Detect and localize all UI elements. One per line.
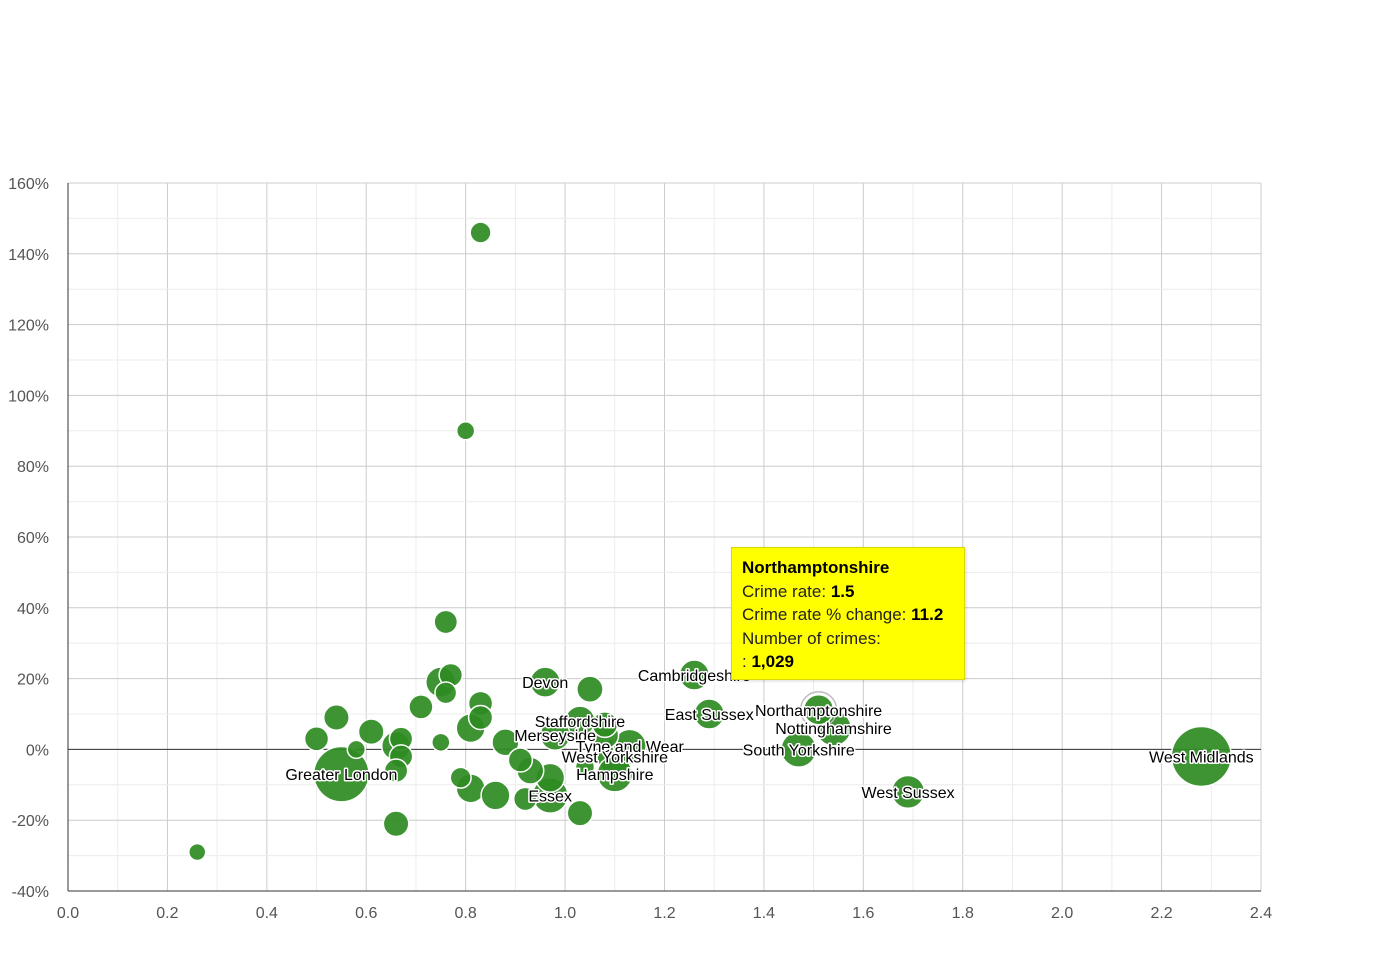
axes xyxy=(67,183,1261,892)
x-tick-label: 1.0 xyxy=(554,905,576,922)
bubble xyxy=(346,739,367,760)
x-tick-label: 0.0 xyxy=(57,905,79,922)
bubble xyxy=(469,221,492,244)
y-tick-label: 60% xyxy=(17,530,49,547)
tick-labels: 0.0 0.2 0.4 0.6 0.8 1.0 1.2 1.4 1.6 1.8 2.0 2.2 2.4 -… xyxy=(8,176,1272,922)
tooltip-count-label: Number of crimes: xyxy=(742,628,881,648)
bubble xyxy=(574,756,596,778)
bubble xyxy=(1170,725,1233,788)
bubble xyxy=(596,755,634,793)
bubble xyxy=(312,745,370,803)
bubble-label: Tyne and Wear xyxy=(576,739,685,756)
bubble xyxy=(322,704,350,732)
bubble-label: Merseyside xyxy=(514,728,596,745)
bubble-label: East Sussex xyxy=(665,707,754,724)
x-tick-label: 1.2 xyxy=(653,905,675,922)
bubble xyxy=(693,698,725,730)
bubbles xyxy=(188,221,1233,862)
tooltip-title: Northamptonshire xyxy=(742,558,890,577)
x-tick-label: 2.2 xyxy=(1150,905,1172,922)
y-tick-label: 120% xyxy=(8,318,49,335)
y-tick-label: 20% xyxy=(17,672,49,689)
bubble xyxy=(512,786,538,812)
y-tick-label: 100% xyxy=(8,388,49,405)
bubble xyxy=(507,747,534,773)
bubble-label: Hampshire xyxy=(576,767,653,784)
x-tick-label: 2.0 xyxy=(1051,905,1073,922)
bubble xyxy=(408,694,434,720)
tooltip-count-prefix: : xyxy=(742,652,747,671)
bubble xyxy=(383,758,409,784)
bubble xyxy=(382,810,410,838)
bubble xyxy=(455,421,476,441)
y-tick-label: -20% xyxy=(12,813,49,830)
x-tick-label: 0.8 xyxy=(455,905,477,922)
bubble xyxy=(566,799,594,827)
x-tick-label: 0.2 xyxy=(156,905,178,922)
gridlines xyxy=(67,182,1262,892)
y-tick-label: 140% xyxy=(8,247,49,264)
bubble xyxy=(591,711,619,739)
bubble xyxy=(529,666,561,698)
bubble-highlight-ring xyxy=(799,691,838,729)
bubble-labels: West Midlands Greater London West Sussex So… xyxy=(284,667,1255,807)
tooltip-change-value: 11.2 xyxy=(911,605,944,624)
bubble-label: Devon xyxy=(522,675,568,692)
bubble xyxy=(480,780,511,811)
bubble xyxy=(357,718,385,746)
bubble-label: West Midlands xyxy=(1149,749,1254,766)
bubble-label: Greater London xyxy=(285,767,397,784)
bubble-label: South Yorkshire xyxy=(743,742,855,759)
bubble-label: West Sussex xyxy=(862,785,955,802)
y-tick-label: 160% xyxy=(8,176,49,193)
bubble xyxy=(780,730,818,768)
tooltip-rate-value: 1.5 xyxy=(830,581,855,601)
bubble xyxy=(576,675,604,704)
bubble xyxy=(491,728,520,757)
tooltip-rate-label: Crime rate: xyxy=(742,581,827,601)
bubble-label: Essex xyxy=(528,788,572,805)
x-tick-label: 1.8 xyxy=(952,905,974,922)
x-tick-label: 0.4 xyxy=(256,905,278,922)
bubble xyxy=(802,694,835,726)
bubble-label: West Yorkshire xyxy=(562,749,669,766)
tooltip-rate-row: Crime rate: 1.5 xyxy=(742,580,954,604)
y-tick-label: 0% xyxy=(26,742,49,759)
tooltip-count-row: : 1,029 xyxy=(742,650,954,674)
y-tick-label: -40% xyxy=(12,884,49,901)
bubble xyxy=(433,609,459,635)
tooltip: Northamptonshire Crime rate: 1.5 Crime r… xyxy=(731,547,965,680)
bubble-label: Nottinghamshire xyxy=(775,721,892,738)
y-tick-label: 80% xyxy=(17,459,49,476)
bubble xyxy=(467,704,494,731)
bubble-label: Northamptonshire xyxy=(755,703,882,720)
bubble xyxy=(539,719,571,751)
x-tick-label: 0.6 xyxy=(355,905,377,922)
y-tick-label: 40% xyxy=(17,601,49,618)
bubble xyxy=(303,726,330,752)
tooltip-count-value: 1,029 xyxy=(751,652,795,671)
bubble xyxy=(449,766,472,789)
bubble xyxy=(188,842,207,862)
bubble-label: Cambridgeshire xyxy=(638,668,751,685)
x-tick-label: 1.6 xyxy=(852,905,874,922)
bubble xyxy=(431,732,451,753)
bubble xyxy=(890,774,926,810)
tooltip-change-label: Crime rate % change: xyxy=(742,605,907,624)
bubble-label: Staffordshire xyxy=(535,714,626,731)
x-tick-label: 1.4 xyxy=(753,905,775,922)
bubble xyxy=(434,681,458,705)
x-tick-label: 2.4 xyxy=(1250,905,1272,922)
bubble xyxy=(678,659,711,691)
tooltip-change-row: Crime rate % change: 11.2 xyxy=(742,603,954,627)
